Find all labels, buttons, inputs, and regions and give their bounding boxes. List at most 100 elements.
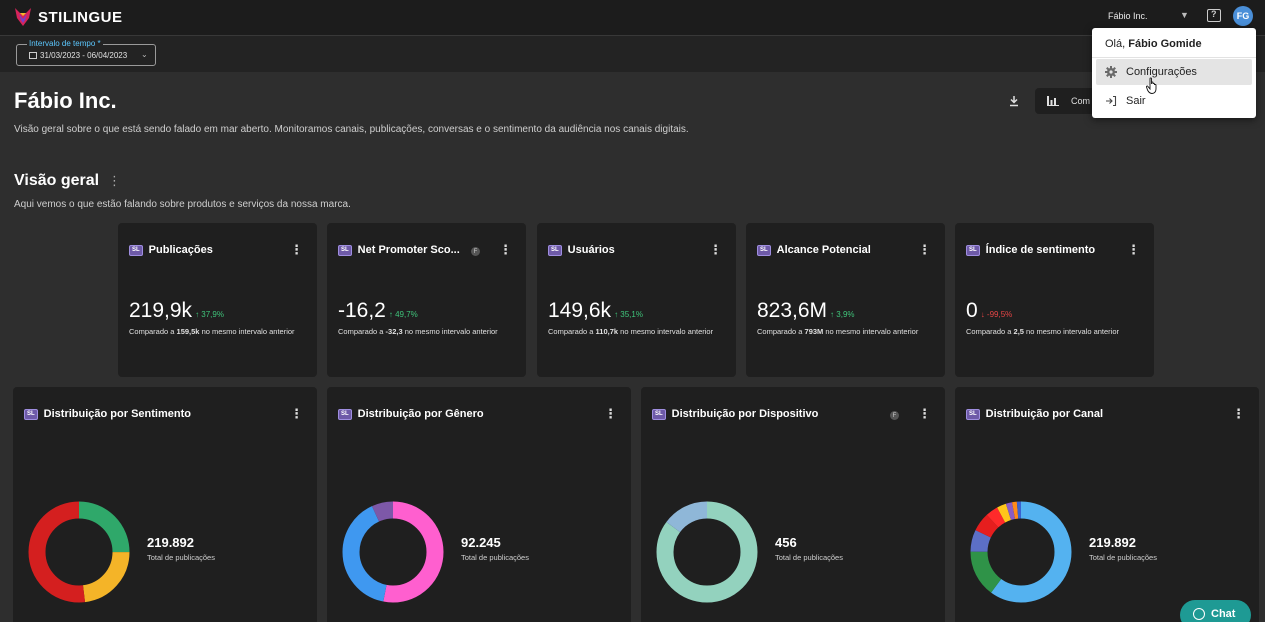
date-range-value: 31/03/2023 - 06/04/2023	[29, 51, 127, 60]
kpi-title: Usuários	[567, 244, 615, 256]
kebab-menu-icon[interactable]: ⋮	[499, 242, 512, 257]
section-description: Aqui vemos o que estão falando sobre pro…	[14, 199, 351, 210]
sl-badge: SL	[24, 408, 38, 420]
download-icon[interactable]	[1008, 95, 1020, 107]
kpi-title: Net Promoter Sco...	[357, 244, 460, 256]
donut-total: 219.892	[1089, 535, 1136, 550]
kpi-value: 149,6k ↑ 35,1%	[548, 299, 643, 323]
donut-segment-1[interactable]	[342, 501, 444, 603]
kpi-comparison-suffix: no mesmo intervalo anterior	[618, 327, 714, 336]
kpi-comparison-prefix: Comparado a	[966, 327, 1014, 336]
donut-chart	[970, 501, 1072, 603]
organization-selector[interactable]: Fábio Inc.	[1108, 11, 1148, 21]
kpi-value-number: 823,6M	[757, 299, 828, 322]
kpi-comparison: Comparado a 159,5k no mesmo intervalo an…	[129, 327, 304, 336]
kpi-value-number: 0	[966, 299, 978, 322]
chevron-down-icon[interactable]: ⌄	[141, 50, 148, 59]
sl-badge: SL	[652, 408, 666, 420]
donut-segment-2[interactable]	[28, 501, 130, 603]
kpi-card-alcance[interactable]: SL Alcance Potencial ⋮ 823,6M ↑ 3,9% Compa…	[746, 223, 945, 377]
kebab-menu-icon[interactable]: ⋮	[1127, 242, 1140, 257]
donut-segment-1[interactable]	[970, 501, 1072, 603]
avatar[interactable]: FG	[1233, 6, 1253, 26]
kpi-card-usuarios[interactable]: SL Usuários ⋮ 149,6k ↑ 35,1% Comparado a 1…	[537, 223, 736, 377]
donut-chart	[342, 501, 444, 603]
kebab-menu-icon[interactable]: ⋮	[709, 242, 722, 257]
kpi-comparison-value: 159,5k	[176, 327, 200, 336]
compare-button[interactable]: Com	[1035, 88, 1095, 114]
menu-item-sair[interactable]: Sair	[1096, 88, 1252, 114]
calendar-icon	[29, 52, 37, 59]
donut-caption: Total de publicações	[1089, 553, 1157, 562]
donut-total: 456	[775, 535, 797, 550]
distribution-card-genero[interactable]: SL Distribuição por Gênero ⋮ 92.245 Total…	[327, 387, 631, 622]
sl-badge: SL	[129, 244, 143, 256]
donut-chart	[656, 501, 758, 603]
date-range-picker[interactable]: Intervalo de tempo * 31/03/2023 - 06/04/…	[16, 39, 156, 66]
compare-button-label: Com	[1071, 96, 1091, 106]
date-range-label: Intervalo de tempo *	[27, 39, 103, 48]
f-badge: F	[471, 247, 480, 256]
menu-item-label: Configurações	[1126, 66, 1197, 78]
distribution-card-sentimento[interactable]: SL Distribuição por Sentimento ⋮ 219.892 …	[13, 387, 317, 622]
donut-segment-1[interactable]	[656, 501, 758, 603]
chat-button-label: Chat	[1211, 608, 1236, 620]
kpi-comparison: Comparado a -32,3 no mesmo intervalo ant…	[338, 327, 513, 336]
brand-logo[interactable]: STILINGUE	[14, 7, 123, 27]
distribution-card-dispositivo[interactable]: SL Distribuição por Dispositivo F ⋮ 456 T…	[641, 387, 945, 622]
distribution-card-canal[interactable]: SL Distribuição por Canal ⋮ 219.892 Total…	[955, 387, 1259, 622]
kpi-value-number: 219,9k	[129, 299, 193, 322]
donut-segment-8[interactable]	[970, 501, 1072, 603]
sl-badge: SL	[338, 244, 352, 256]
f-badge: F	[890, 411, 899, 420]
distribution-title: Distribuição por Dispositivo	[671, 408, 819, 420]
sl-badge: SL	[966, 408, 980, 420]
page-description: Visão geral sobre o que está sendo falad…	[14, 124, 689, 135]
kpi-comparison-prefix: Comparado a	[338, 327, 386, 336]
kpi-value-number: -16,2	[338, 299, 386, 322]
user-menu: Olá, Fábio Gomide Configurações Sair	[1092, 28, 1256, 118]
kebab-menu-icon[interactable]: ⋮	[1232, 406, 1245, 421]
menu-item-configuracoes[interactable]: Configurações	[1096, 59, 1252, 85]
kpi-card-publicacoes[interactable]: SL Publicações ⋮ 219,9k ↑ 37,9% Comparado …	[118, 223, 317, 377]
kpi-title: Índice de sentimento	[985, 244, 1096, 256]
kpi-value-number: 149,6k	[548, 299, 612, 322]
kpi-comparison-suffix: no mesmo intervalo anterior	[199, 327, 295, 336]
kpi-comparison-suffix: no mesmo intervalo anterior	[823, 327, 919, 336]
kpi-delta: ↑ 35,1%	[614, 310, 643, 319]
donut-caption: Total de publicações	[461, 553, 529, 562]
kpi-value: 0 ↓ -99,5%	[966, 299, 1012, 323]
greeting-prefix: Olá,	[1105, 38, 1129, 50]
kebab-menu-icon[interactable]: ⋮	[108, 173, 121, 188]
sl-badge: SL	[966, 244, 980, 256]
brand-name: STILINGUE	[38, 8, 123, 26]
kebab-menu-icon[interactable]: ⋮	[290, 406, 303, 421]
kpi-comparison-value: 793M	[804, 327, 824, 336]
kebab-menu-icon[interactable]: ⋮	[918, 242, 931, 257]
donut-chart	[28, 501, 130, 603]
kpi-card-nps[interactable]: SL Net Promoter Sco... F ⋮ -16,2 ↑ 49,7% C…	[327, 223, 526, 377]
kebab-menu-icon[interactable]: ⋮	[290, 242, 303, 257]
donut-segment-2[interactable]	[342, 501, 444, 603]
kpi-title: Alcance Potencial	[776, 244, 871, 256]
donut-total: 219.892	[147, 535, 194, 550]
kpi-value: -16,2 ↑ 49,7%	[338, 299, 418, 323]
kpi-comparison-prefix: Comparado a	[129, 327, 177, 336]
feedback-icon[interactable]	[1207, 9, 1221, 22]
kebab-menu-icon[interactable]: ⋮	[918, 406, 931, 421]
kpi-card-sentimento[interactable]: SL Índice de sentimento ⋮ 0 ↓ -99,5% Compa…	[955, 223, 1154, 377]
kpi-comparison-suffix: no mesmo intervalo anterior	[402, 327, 498, 336]
fox-logo-icon	[15, 8, 31, 26]
chat-button[interactable]: Chat	[1180, 600, 1251, 622]
kpi-comparison-prefix: Comparado a	[548, 327, 596, 336]
kpi-delta: ↑ 49,7%	[388, 310, 418, 319]
kebab-menu-icon[interactable]: ⋮	[604, 406, 617, 421]
filter-bar: Intervalo de tempo * 31/03/2023 - 06/04/…	[0, 36, 1265, 72]
distribution-title: Distribuição por Sentimento	[43, 408, 191, 420]
kpi-comparison-prefix: Comparado a	[757, 327, 805, 336]
divider	[1092, 57, 1256, 58]
kpi-comparison-value: 2,5	[1013, 327, 1024, 336]
chevron-down-icon[interactable]: ▼	[1180, 10, 1189, 20]
kpi-delta: ↓ -99,5%	[980, 310, 1013, 319]
kpi-comparison-value: -32,3	[385, 327, 403, 336]
